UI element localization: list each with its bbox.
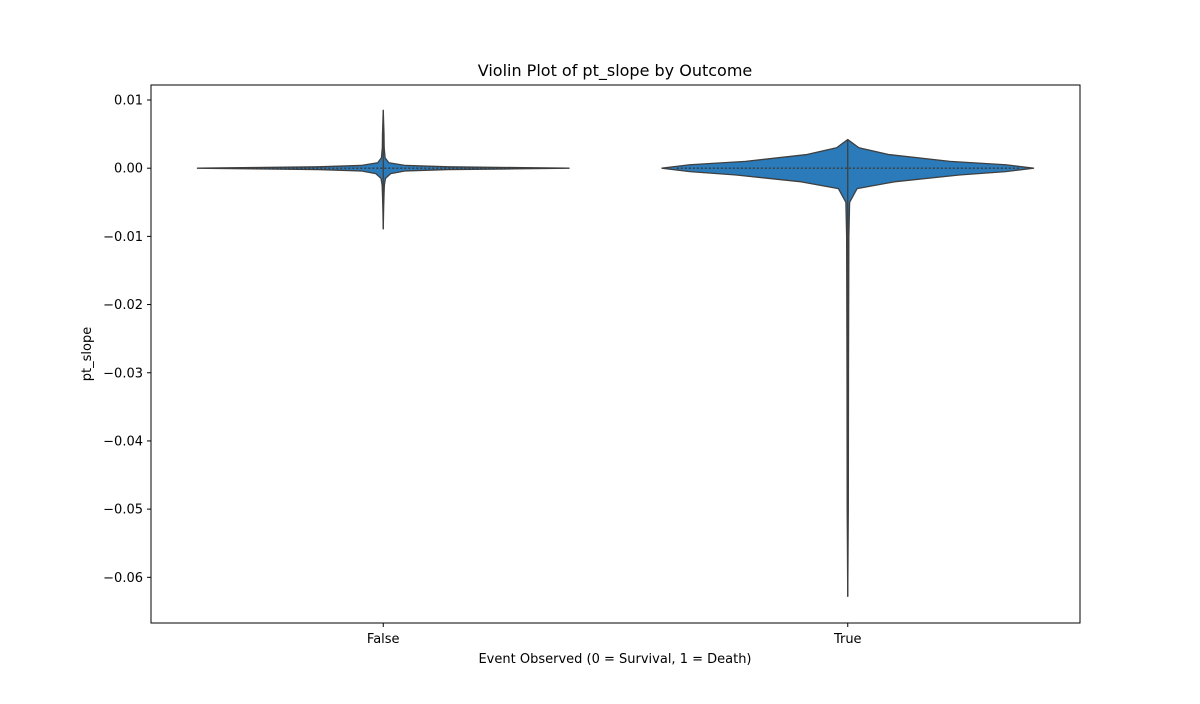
x-axis-label: Event Observed (0 = Survival, 1 = Death) (478, 652, 751, 667)
y-tick-label: −0.02 (103, 298, 143, 313)
y-axis-label: pt_slope (80, 327, 95, 381)
y-tick-label: 0.01 (114, 94, 143, 109)
x-tick-label: True (833, 632, 862, 647)
x-axis: False True (367, 623, 862, 647)
plot-area (196, 109, 1035, 598)
y-tick-label: −0.06 (103, 571, 143, 586)
y-tick-label: −0.03 (103, 366, 143, 381)
y-tick-label: −0.01 (103, 230, 143, 245)
y-axis: 0.01 0.00 −0.01 −0.02 −0.03 −0.04 −0.05 −0.06 (103, 94, 151, 586)
y-tick-label: −0.04 (103, 434, 143, 449)
chart-title: Violin Plot of pt_slope by Outcome (478, 61, 753, 81)
y-tick-label: −0.05 (103, 503, 143, 518)
y-tick-label: 0.00 (114, 162, 143, 177)
x-tick-label: False (367, 632, 400, 647)
plot-frame (150, 84, 1081, 624)
